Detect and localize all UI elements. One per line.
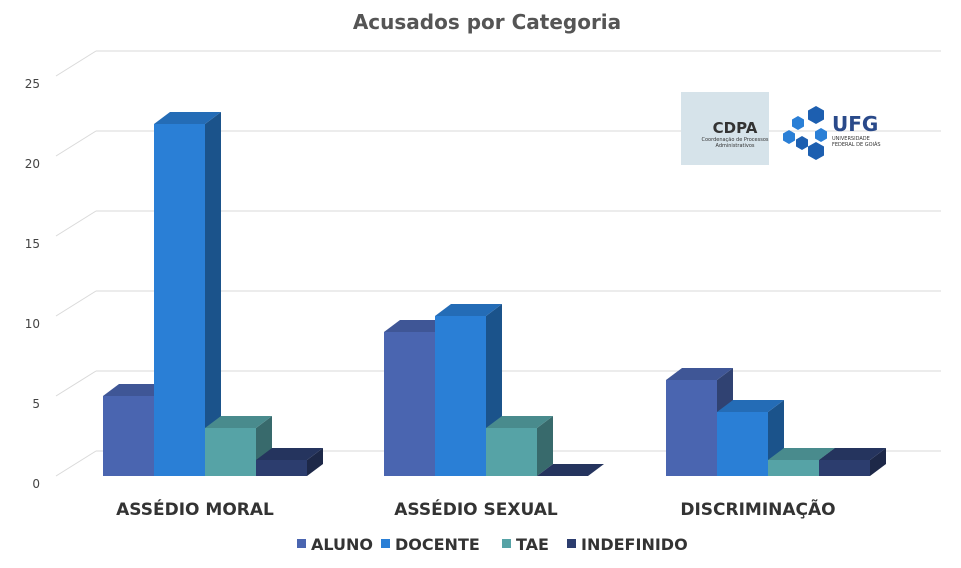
grid-line-diagonal (55, 290, 97, 317)
bar-top (666, 368, 733, 380)
bar-top (205, 416, 272, 428)
bar-front (666, 380, 717, 476)
bar-side (870, 448, 886, 476)
bar-front (768, 460, 819, 476)
ufg-logo-subtitle-2: FEDERAL DE GOIÁS (832, 141, 881, 148)
category-label: ASSÉDIO SEXUAL (394, 498, 558, 520)
chart-title: Acusados por Categoria (353, 10, 621, 34)
category-labels: ASSÉDIO MORAL ASSÉDIO SEXUAL DISCRIMINAÇÃO (116, 497, 836, 520)
legend-item-docente: DOCENTE (381, 535, 480, 554)
bar-top (486, 416, 553, 428)
bar-docente-1 (154, 112, 221, 476)
legend-label: TAE (516, 535, 549, 554)
y-tick-label: 25 (25, 77, 40, 91)
logos: CDPA Coordenação de Processos Administra… (681, 92, 881, 165)
bar-indefinido-2 (537, 464, 604, 476)
bars (103, 112, 886, 476)
bar-front (103, 396, 154, 476)
bar-docente-2 (435, 304, 502, 476)
bar-front (205, 428, 256, 476)
y-tick-label: 10 (25, 317, 40, 331)
bar-front (384, 332, 435, 476)
bar-top (103, 384, 170, 396)
bar-front (435, 316, 486, 476)
cdpa-logo-subtitle-2: Administrativos (716, 143, 755, 149)
legend-item-aluno: ALUNO (297, 535, 373, 554)
bar-front (717, 412, 768, 476)
bar-front (256, 460, 307, 476)
category-label: ASSÉDIO MORAL (116, 498, 274, 520)
ufg-logo-subtitle-1: UNIVERSIDADE (832, 136, 870, 142)
bar-top (384, 320, 451, 332)
bar-side (307, 448, 323, 476)
legend-label: INDEFINIDO (581, 535, 688, 554)
y-axis-ticks: 0 5 10 15 20 25 (25, 77, 40, 491)
legend-swatch (381, 539, 390, 548)
y-tick-label: 0 (32, 477, 40, 491)
legend-swatch (567, 539, 576, 548)
bar-front (486, 428, 537, 476)
bar-top (256, 448, 323, 460)
bar-top (435, 304, 502, 316)
y-tick-label: 20 (25, 157, 40, 171)
bar-front (154, 124, 205, 476)
ufg-logo-title: UFG (832, 112, 878, 136)
bar-tae-2 (486, 416, 553, 476)
y-tick-label: 5 (32, 397, 40, 411)
grid-line-diagonal (55, 50, 97, 77)
bar-front (819, 460, 870, 476)
bar-top (717, 400, 784, 412)
legend-item-tae: TAE (502, 535, 549, 554)
legend-label: ALUNO (311, 535, 373, 554)
legend-swatch (297, 539, 306, 548)
bar-top (768, 448, 835, 460)
bar-aluno-3 (666, 368, 733, 476)
grid-line-diagonal (55, 370, 97, 397)
legend: ALUNO DOCENTE TAE INDEFINIDO (297, 535, 688, 554)
cdpa-logo-title: CDPA (713, 119, 758, 137)
category-label: DISCRIMINAÇÃO (680, 497, 835, 520)
ufg-hexagon-icon (783, 106, 827, 160)
y-tick-label: 15 (25, 237, 40, 251)
grid-line-diagonal (55, 130, 97, 157)
bar-top (537, 464, 604, 476)
bar-top (819, 448, 886, 460)
bar-indefinido-1 (256, 448, 323, 476)
grid-line-diagonal (55, 210, 97, 237)
legend-item-indefinido: INDEFINIDO (567, 535, 688, 554)
bar-indefinido-3 (819, 448, 886, 476)
grid-line-diagonal (55, 450, 97, 477)
legend-label: DOCENTE (395, 535, 480, 554)
bar-side (537, 416, 553, 476)
bar-side (205, 112, 221, 476)
bar-top (154, 112, 221, 124)
cdpa-logo-subtitle-1: Coordenação de Processos (702, 137, 769, 143)
legend-swatch (502, 539, 511, 548)
cdpa-logo-background (681, 92, 769, 165)
